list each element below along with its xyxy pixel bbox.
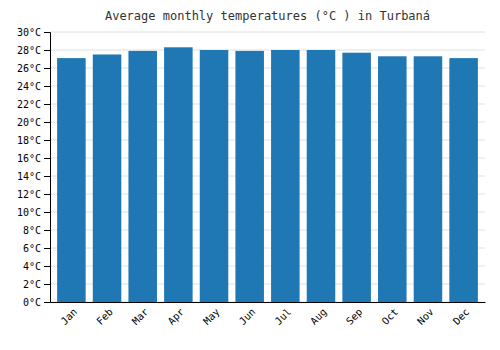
- bars: [57, 47, 478, 302]
- y-tick-label: 26°C: [17, 63, 41, 74]
- y-tick: 12°C: [17, 189, 50, 200]
- y-tick-label: 0°C: [23, 297, 41, 308]
- y-tick-label: 2°C: [23, 279, 41, 290]
- y-tick-mark: [44, 104, 50, 105]
- x-tick-label: Apr: [166, 306, 187, 327]
- y-tick-mark: [44, 122, 50, 123]
- x-tick: Mar: [130, 306, 151, 327]
- y-tick: 4°C: [23, 261, 50, 272]
- x-tick: Jun: [237, 306, 258, 327]
- x-tick: Nov: [415, 306, 436, 327]
- bar: [449, 58, 478, 302]
- y-tick-label: 24°C: [17, 81, 41, 92]
- bar: [57, 58, 86, 302]
- y-tick-label: 6°C: [23, 243, 41, 254]
- y-tick: 2°C: [23, 279, 50, 290]
- bar: [307, 50, 336, 302]
- x-tick: Feb: [94, 306, 115, 327]
- grid: [50, 32, 485, 302]
- x-tick-label: May: [201, 306, 222, 327]
- bar: [414, 56, 443, 302]
- y-tick-mark: [44, 266, 50, 267]
- y-tick-mark: [44, 284, 50, 285]
- x-tick: May: [201, 306, 222, 327]
- y-tick-mark: [44, 158, 50, 159]
- x-tick-label: Jun: [237, 306, 258, 327]
- y-tick-mark: [44, 176, 50, 177]
- y-tick-label: 4°C: [23, 261, 41, 272]
- grid-line: [50, 50, 485, 51]
- y-tick: 20°C: [17, 117, 50, 128]
- x-axis: Jan Feb Mar Apr May Jun Jul Aug Sep Oct Nov Dec: [51, 303, 486, 327]
- y-tick-label: 10°C: [17, 207, 41, 218]
- x-tick-label: Mar: [130, 306, 151, 327]
- chart: 0°C 2°C 4°C 6°C 8°C 10°C 12°C 14°C 16°C 18°C 20°C 2…: [0, 0, 500, 350]
- y-tick-label: 8°C: [23, 225, 41, 236]
- y-tick: 16°C: [17, 153, 50, 164]
- y-tick-mark: [44, 32, 50, 33]
- x-tick: Apr: [166, 306, 187, 327]
- x-tick-label: Nov: [415, 306, 436, 327]
- y-tick-label: 30°C: [17, 27, 41, 38]
- y-tick-mark: [44, 50, 50, 51]
- plot: 0°C 2°C 4°C 6°C 8°C 10°C 12°C 14°C 16°C 18°C 20°C 2…: [17, 27, 486, 327]
- y-tick-label: 28°C: [17, 45, 41, 56]
- y-tick-label: 22°C: [17, 99, 41, 110]
- x-tick: Dec: [451, 306, 472, 327]
- x-tick-label: Jul: [273, 306, 294, 327]
- y-tick: 14°C: [17, 171, 50, 182]
- bar: [235, 51, 264, 302]
- y-tick: 28°C: [17, 45, 50, 56]
- x-tick: Jul: [273, 306, 294, 327]
- x-tick: Oct: [380, 306, 401, 327]
- x-axis-line: [51, 302, 486, 303]
- y-tick-label: 12°C: [17, 189, 41, 200]
- y-tick-label: 16°C: [17, 153, 41, 164]
- x-tick: Aug: [308, 306, 329, 327]
- y-tick: 30°C: [17, 27, 50, 38]
- y-tick-mark: [44, 68, 50, 69]
- grid-line: [50, 32, 485, 33]
- x-tick-label: Sep: [344, 306, 365, 327]
- y-tick: 6°C: [23, 243, 50, 254]
- bar: [200, 50, 229, 302]
- y-tick: 22°C: [17, 99, 50, 110]
- x-tick: Sep: [344, 306, 365, 327]
- y-tick-mark: [44, 86, 50, 87]
- y-tick-label: 20°C: [17, 117, 41, 128]
- y-tick: 0°C: [23, 297, 50, 308]
- x-tick: Jan: [59, 306, 80, 327]
- y-tick-mark: [44, 230, 50, 231]
- y-axis-line: [44, 33, 51, 303]
- y-tick-label: 14°C: [17, 171, 41, 182]
- bar: [128, 51, 157, 302]
- x-tick-label: Jan: [59, 306, 80, 327]
- bar: [164, 47, 193, 302]
- y-tick-mark: [44, 140, 50, 141]
- bar: [271, 50, 300, 302]
- y-tick-mark: [44, 302, 50, 303]
- y-tick-label: 18°C: [17, 135, 41, 146]
- x-tick-label: Oct: [380, 306, 401, 327]
- y-tick-mark: [44, 194, 50, 195]
- bar: [342, 53, 371, 302]
- x-tick-label: Aug: [308, 306, 329, 327]
- y-tick: 24°C: [17, 81, 50, 92]
- y-axis: 0°C 2°C 4°C 6°C 8°C 10°C 12°C 14°C 16°C 18°C 20°C 2…: [17, 27, 51, 308]
- y-tick: 10°C: [17, 207, 50, 218]
- y-tick: 26°C: [17, 63, 50, 74]
- y-tick-mark: [44, 248, 50, 249]
- bar: [378, 56, 407, 302]
- y-tick: 8°C: [23, 225, 50, 236]
- x-tick-label: Feb: [94, 306, 115, 327]
- y-tick: 18°C: [17, 135, 50, 146]
- x-tick-label: Dec: [451, 306, 472, 327]
- bar: [93, 55, 122, 303]
- title: Average monthly temperatures (°C ) in Tu…: [105, 9, 430, 23]
- y-tick-mark: [44, 212, 50, 213]
